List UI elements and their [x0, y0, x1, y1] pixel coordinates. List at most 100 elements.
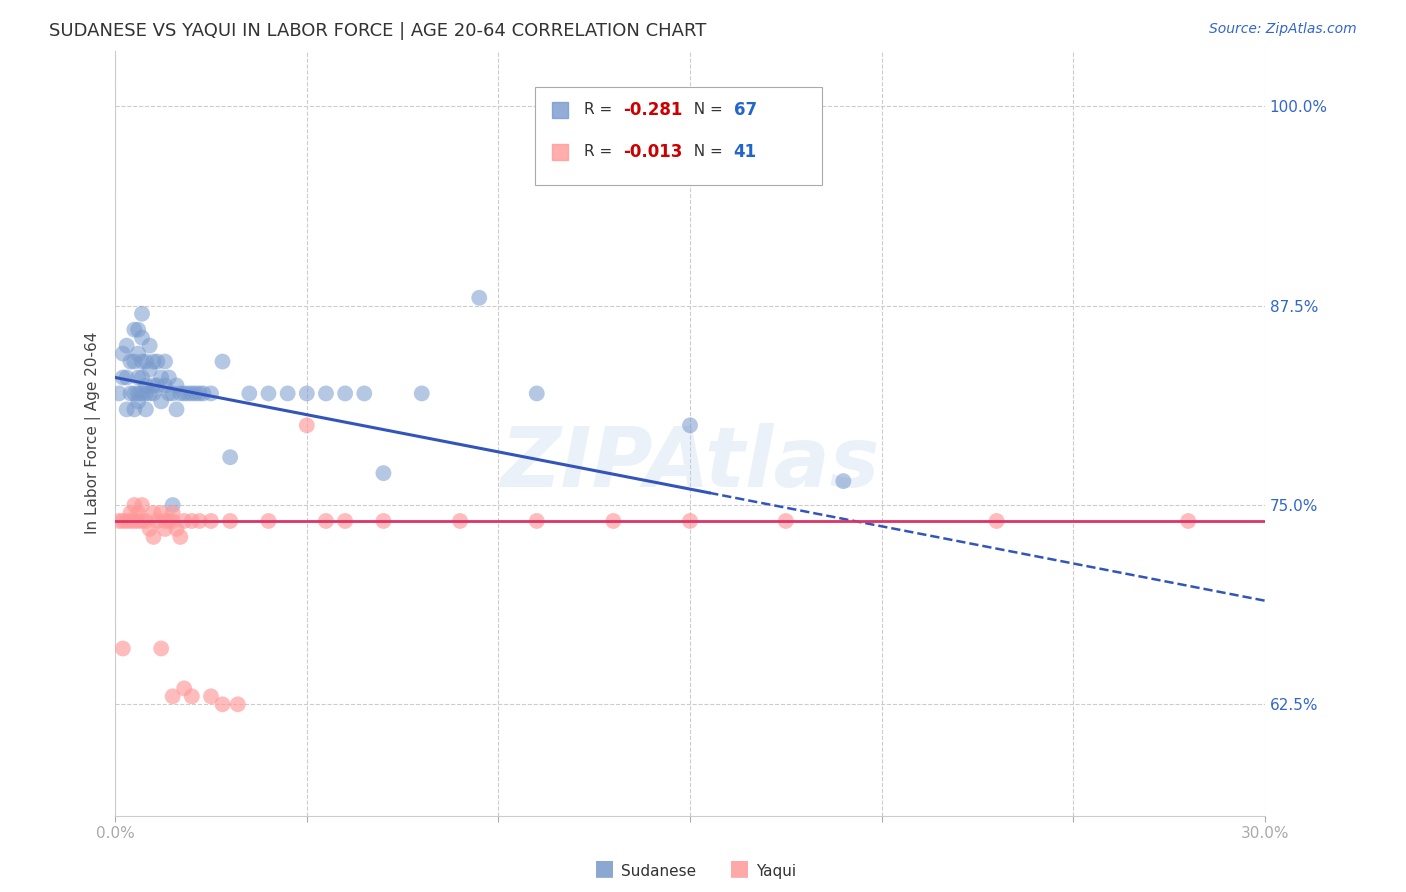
Point [124, 514, 146, 528]
Point [257, 386, 280, 401]
Point [775, 514, 797, 528]
Point [188, 514, 211, 528]
Point [120, 506, 142, 520]
Point [180, 514, 202, 528]
Point [142, 506, 165, 520]
Point [173, 681, 195, 696]
Point [115, 370, 138, 384]
Point [111, 641, 134, 656]
Point [411, 386, 433, 401]
Point [127, 394, 149, 409]
Point [115, 514, 138, 528]
Point [333, 386, 356, 401]
Point [142, 354, 165, 368]
Point [138, 522, 160, 536]
Y-axis label: In Labor Force | Age 20-64: In Labor Force | Age 20-64 [86, 332, 101, 534]
Point [108, 514, 131, 528]
Point [526, 386, 548, 401]
Point [295, 386, 318, 401]
Point [353, 386, 375, 401]
Point [166, 522, 188, 536]
Point [124, 323, 146, 337]
Point [986, 514, 1008, 528]
Point [115, 402, 138, 417]
Point [138, 338, 160, 352]
Point [127, 514, 149, 528]
Point [177, 386, 200, 401]
Point [166, 402, 188, 417]
Point [150, 394, 173, 409]
Text: -0.281: -0.281 [623, 101, 683, 119]
Point [188, 386, 211, 401]
Point [193, 386, 215, 401]
Point [135, 354, 157, 368]
Point [315, 514, 337, 528]
Point [226, 698, 249, 712]
Point [162, 690, 184, 704]
Point [131, 331, 153, 345]
Point [124, 402, 146, 417]
Point [526, 514, 548, 528]
Point [373, 466, 395, 480]
Point [157, 386, 180, 401]
Text: R =: R = [585, 102, 617, 117]
FancyBboxPatch shape [534, 87, 823, 185]
Point [200, 514, 222, 528]
Point [150, 506, 173, 520]
Point [162, 514, 184, 528]
Text: ■: ■ [595, 859, 614, 879]
Point [219, 450, 242, 465]
Point [108, 386, 131, 401]
Point [153, 522, 176, 536]
Text: -0.013: -0.013 [623, 143, 683, 161]
Point [115, 338, 138, 352]
Point [157, 514, 180, 528]
Point [315, 386, 337, 401]
Point [169, 530, 191, 544]
Point [124, 354, 146, 368]
Text: Sudanese: Sudanese [621, 863, 696, 879]
Text: Source: ZipAtlas.com: Source: ZipAtlas.com [1209, 22, 1357, 37]
Point [146, 354, 169, 368]
Point [127, 370, 149, 384]
Point [602, 514, 624, 528]
Point [373, 514, 395, 528]
Point [679, 514, 702, 528]
Point [219, 514, 242, 528]
Point [127, 346, 149, 360]
Point [166, 378, 188, 392]
Point [200, 690, 222, 704]
Text: N =: N = [685, 102, 728, 117]
Point [146, 514, 169, 528]
Text: R =: R = [585, 145, 617, 159]
Point [131, 307, 153, 321]
Point [295, 418, 318, 433]
Point [211, 354, 233, 368]
Point [127, 506, 149, 520]
Point [150, 641, 173, 656]
Point [146, 378, 169, 392]
Point [111, 346, 134, 360]
Text: 67: 67 [734, 101, 756, 119]
Point [138, 362, 160, 376]
Point [127, 386, 149, 401]
Point [127, 323, 149, 337]
Point [142, 378, 165, 392]
Text: ZIPAtlas: ZIPAtlas [501, 424, 880, 504]
Point [468, 291, 491, 305]
Text: Yaqui: Yaqui [756, 863, 797, 879]
Point [120, 386, 142, 401]
Point [162, 386, 184, 401]
Point [111, 514, 134, 528]
Point [124, 498, 146, 512]
Point [679, 418, 702, 433]
Point [257, 514, 280, 528]
Text: ■: ■ [730, 859, 749, 879]
Point [131, 370, 153, 384]
Point [131, 514, 153, 528]
Point [131, 354, 153, 368]
Point [120, 514, 142, 528]
Point [169, 386, 191, 401]
Point [135, 402, 157, 417]
Point [333, 514, 356, 528]
